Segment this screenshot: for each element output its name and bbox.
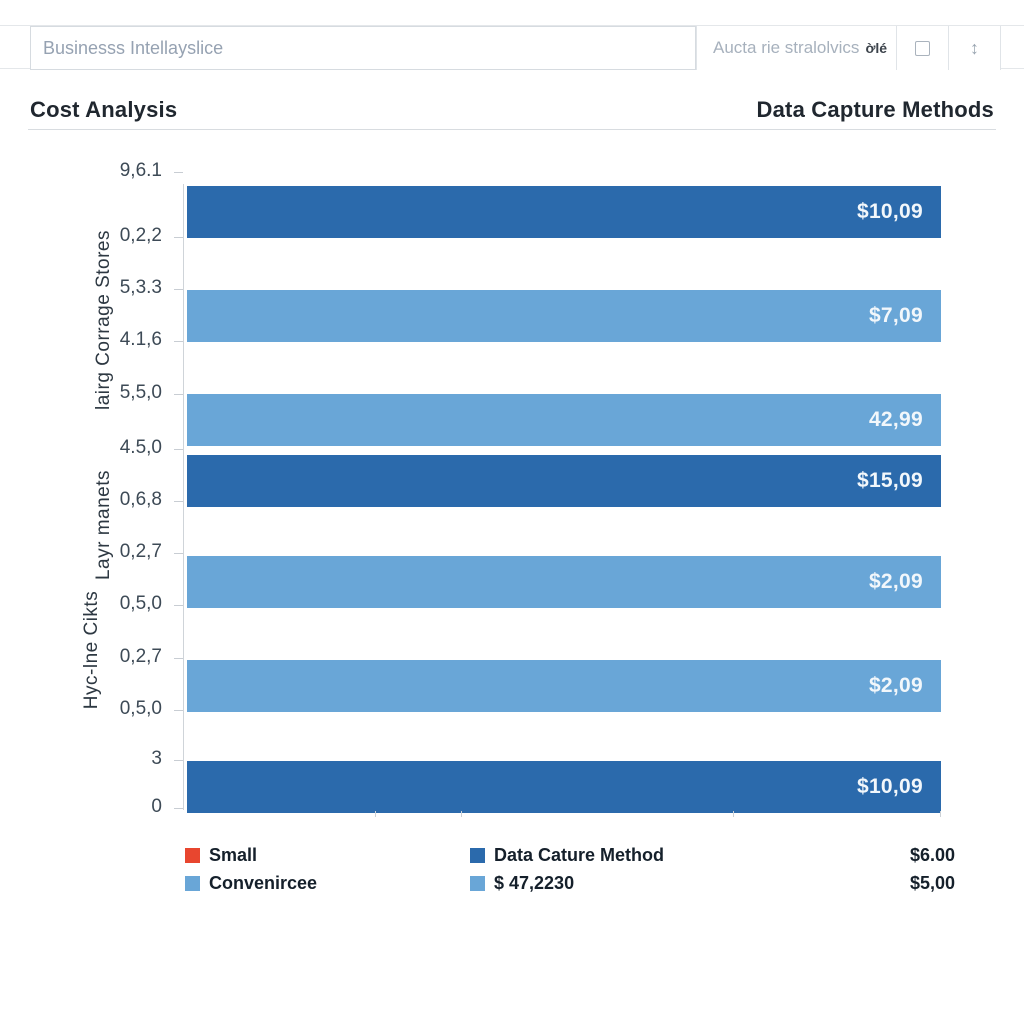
top-toolbar: Aucta rie stralolvics ờlé ↕ — [0, 25, 1024, 70]
y-tick-mark — [174, 289, 183, 290]
toolbar-badge-icon: ờlé — [865, 40, 888, 56]
sort-button[interactable]: ↕ — [948, 26, 1001, 70]
bar-row[interactable]: $2,09 — [187, 556, 941, 608]
y-tick-label: 4.5,0 — [119, 437, 162, 458]
y-tick-mark — [174, 760, 183, 761]
toolbar-dropdown-label: Aucta rie stralolvics — [713, 38, 860, 57]
legend-swatch-icon — [470, 848, 485, 863]
legend-column-left: Small Convenircee — [185, 845, 317, 894]
y-axis-line — [183, 184, 184, 810]
x-tick-mark — [940, 811, 941, 817]
legend-item[interactable]: Convenircee — [185, 873, 317, 894]
bar-row[interactable]: $10,09 — [187, 761, 941, 813]
bar-value-label: $15,09 — [856, 469, 923, 492]
x-tick-mark — [461, 811, 462, 817]
bar-row[interactable]: $7,09 — [187, 290, 941, 342]
y-tick-mark — [174, 394, 183, 395]
legend-item[interactable]: $ 47,2230 — [470, 873, 664, 894]
bar-row[interactable]: $10,09 — [187, 186, 941, 238]
bar-row[interactable]: $15,09 — [187, 455, 941, 507]
search-input[interactable] — [30, 26, 696, 70]
legend-label: Convenircee — [209, 873, 318, 893]
y-tick-mark — [174, 237, 183, 238]
y-axis-group-label-middle: Layr manets — [93, 469, 114, 581]
y-tick-mark — [174, 605, 183, 606]
bar-row[interactable]: 42,99 — [187, 394, 941, 446]
legend-value: $5,00 — [909, 873, 955, 893]
bar-value-label: $2,09 — [868, 570, 923, 593]
legend-value: $6.00 — [909, 845, 955, 865]
legend-swatch-icon — [185, 876, 200, 891]
checkbox-icon — [915, 40, 930, 56]
y-tick-label: 0 — [151, 796, 162, 817]
legend-swatch-icon — [470, 876, 485, 891]
sort-icon: ↕ — [970, 37, 979, 58]
y-tick-label: 3 — [151, 748, 162, 769]
y-tick-label: 4.1,6 — [119, 329, 162, 350]
y-tick-label: 0,5,0 — [119, 698, 162, 719]
y-tick-mark — [174, 341, 183, 342]
toolbar-dropdown[interactable]: Aucta rie stralolvics ờlé — [696, 26, 896, 70]
bar-value-label: $10,09 — [856, 775, 923, 798]
y-tick-label: 5,3.3 — [119, 277, 162, 298]
legend-item[interactable]: Small — [185, 845, 317, 866]
legend-label: Data Cature Method — [494, 845, 665, 865]
legend-column-middle: Data Cature Method $ 47,2230 — [470, 845, 664, 894]
y-tick-label: 9,6.1 — [119, 160, 162, 181]
legend-label: $ 47,2230 — [494, 873, 575, 893]
legend-label: Small — [209, 845, 258, 865]
bar-value-label: $10,09 — [856, 200, 923, 223]
page-title-right: Data Capture Methods — [756, 97, 994, 122]
x-tick-mark — [733, 811, 734, 817]
y-tick-label: 0,2,2 — [119, 225, 162, 246]
y-tick-label: 0,6,8 — [119, 489, 162, 510]
y-tick-mark — [174, 553, 183, 554]
bar-value-label: 42,99 — [868, 408, 923, 431]
y-tick-label: 5,5,0 — [119, 382, 162, 403]
legend-swatch-icon — [185, 848, 200, 863]
y-tick-label: 0,2,7 — [119, 541, 162, 562]
bar-value-label: $7,09 — [868, 304, 923, 327]
y-tick-label: 0,2,7 — [119, 646, 162, 667]
y-tick-mark — [174, 710, 183, 711]
y-tick-mark — [174, 808, 183, 809]
bar-row[interactable]: $2,09 — [187, 660, 941, 712]
legend-item[interactable]: Data Cature Method — [470, 845, 664, 866]
legend-column-right: $6.00 $5,00 — [910, 845, 955, 894]
title-divider — [28, 129, 996, 130]
y-tick-mark — [174, 172, 183, 173]
x-tick-mark — [375, 811, 376, 817]
y-tick-mark — [174, 501, 183, 502]
checkbox-button[interactable] — [896, 26, 948, 70]
y-tick-label: 0,5,0 — [119, 593, 162, 614]
bar-value-label: $2,09 — [868, 674, 923, 697]
y-tick-mark — [174, 449, 183, 450]
y-tick-mark — [174, 658, 183, 659]
page-title-left: Cost Analysis — [30, 97, 178, 122]
